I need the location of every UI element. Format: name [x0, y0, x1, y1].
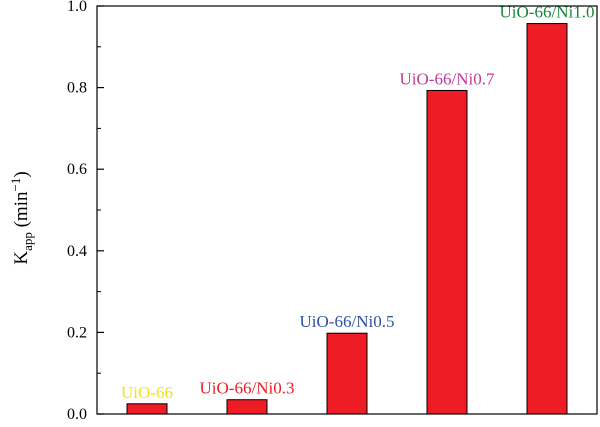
y-tick-label: 0.0 — [67, 406, 87, 423]
y-axis-label-unit: (min — [11, 191, 32, 232]
y-tick-label: 1.0 — [67, 0, 87, 15]
bar — [426, 89, 468, 415]
y-axis-label-unit-sup: −1 — [8, 178, 23, 192]
y-axis-label-base: K — [11, 251, 32, 265]
bar — [326, 332, 368, 415]
y-tick-label: 0.8 — [67, 80, 87, 97]
bar — [526, 23, 568, 415]
bar-label: UiO-66/Ni1.0 — [500, 3, 595, 22]
bars — [126, 23, 568, 415]
y-tick-label: 0.6 — [67, 161, 87, 178]
bar-label: UiO-66/Ni0.3 — [200, 379, 295, 398]
bar-labels: UiO-66 UiO-66/Ni0.3 UiO-66/Ni0.5 UiO-66/Ni0… — [121, 3, 594, 402]
y-tick-label: 0.2 — [67, 324, 87, 341]
bar-label: UiO-66/Ni0.7 — [400, 69, 495, 88]
bar-label: UiO-66 — [121, 383, 173, 402]
y-axis-label-unit-close: ) — [11, 171, 32, 177]
y-axis-label: Kapp (min−1) — [8, 171, 35, 264]
bar-label: UiO-66/Ni0.5 — [300, 312, 395, 331]
y-ticks: 0.0 0.2 0.4 0.6 0.8 1.0 — [67, 0, 104, 423]
y-tick-label: 0.4 — [67, 243, 87, 260]
y-axis-label-sub: app — [20, 232, 35, 251]
bar — [226, 399, 268, 415]
bar — [126, 403, 168, 415]
